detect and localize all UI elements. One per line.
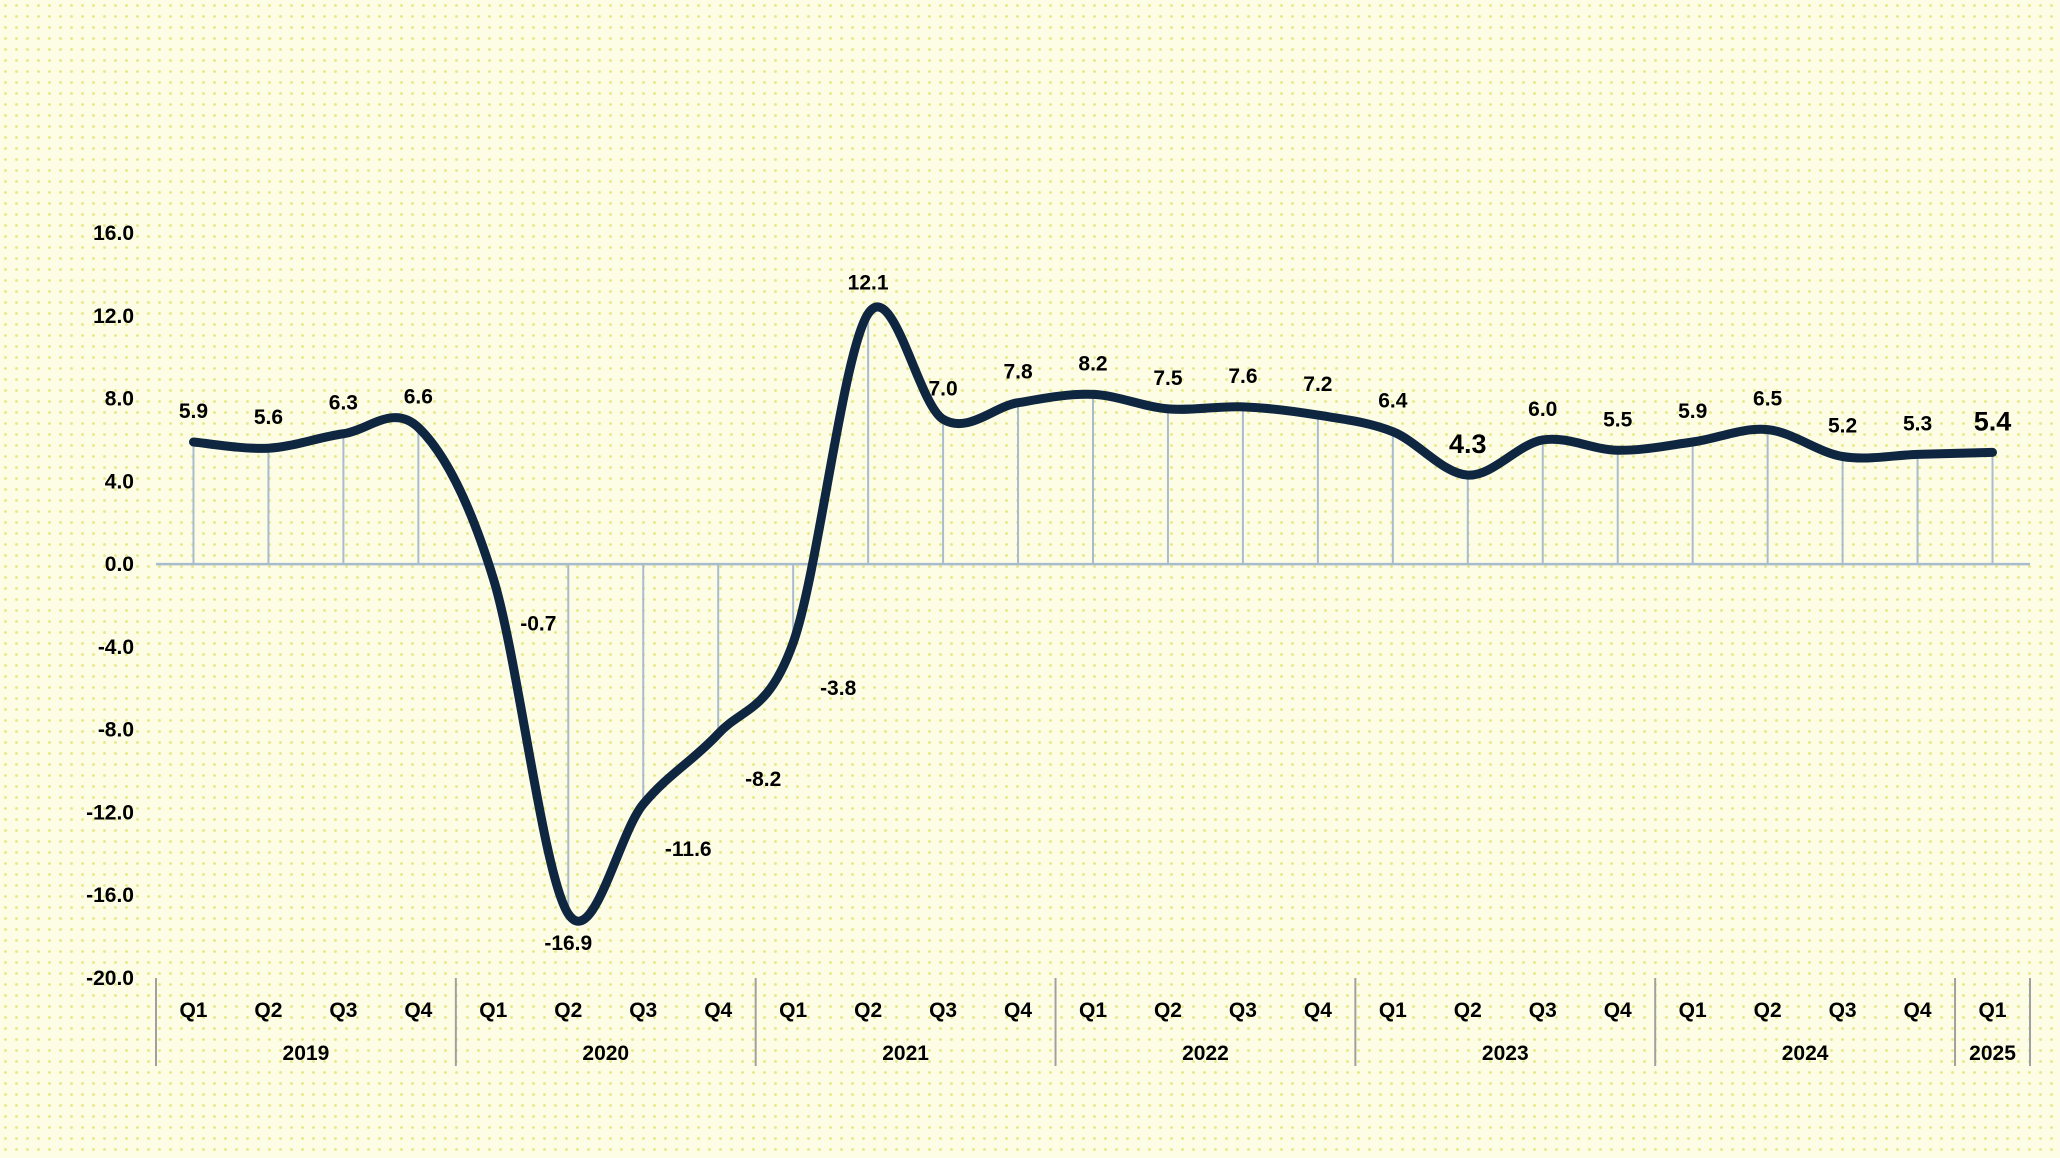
x-quarter-label: Q1 (1679, 999, 1707, 1022)
x-quarter-label: Q4 (404, 999, 432, 1022)
data-label: -8.2 (745, 768, 781, 791)
data-label: -11.6 (665, 838, 712, 861)
y-tick-label: -20.0 (86, 967, 134, 990)
x-quarter-label: Q4 (1604, 999, 1632, 1022)
y-tick-label: 8.0 (105, 388, 134, 411)
data-label: 7.5 (1153, 367, 1183, 390)
data-label: 7.0 (928, 377, 957, 400)
x-year-label: 2019 (283, 1042, 330, 1065)
x-quarter-label: Q3 (329, 999, 357, 1022)
x-quarter-label: Q3 (1829, 999, 1857, 1022)
x-quarter-label: Q1 (479, 999, 507, 1022)
x-year-label: 2025 (1969, 1042, 2016, 1065)
data-labels: 5.9 5.6 6.3 6.6 -0.7 -16.9 -11.6 -8.2 -3.8 12.1 7.… (179, 272, 2011, 955)
data-label: 6.5 (1753, 388, 1783, 411)
series-line (188, 302, 1998, 926)
data-label: 5.2 (1828, 415, 1857, 438)
y-tick-label: -12.0 (86, 801, 134, 824)
y-tick-label: 4.0 (105, 470, 134, 493)
x-year-label: 2023 (1482, 1042, 1529, 1065)
data-label: 5.4 (1974, 406, 2012, 436)
x-quarter-label: Q1 (779, 999, 807, 1022)
x-quarter-label: Q2 (1754, 999, 1782, 1022)
data-label: 5.6 (254, 406, 283, 429)
x-axis: Q1 Q2 Q3 Q4 Q1 Q2 Q3 Q4 Q1 Q2 Q3 Q4 Q1 Q2 Q3 Q4 Q1 Q2 Q3 Q4… (155, 978, 2031, 1066)
x-year-label: 2020 (582, 1042, 629, 1065)
data-label: 7.8 (1003, 361, 1033, 384)
data-label: 6.6 (404, 386, 433, 409)
x-year-label: 2024 (1782, 1042, 1829, 1065)
data-label: 5.9 (1678, 400, 1707, 423)
data-label: 6.0 (1528, 398, 1557, 421)
data-label: -3.8 (820, 677, 857, 700)
data-label: 7.6 (1228, 365, 1257, 388)
x-quarter-label: Q2 (854, 999, 882, 1022)
x-quarter-label: Q2 (554, 999, 582, 1022)
x-quarter-label: Q1 (1979, 999, 2007, 1022)
x-year-label: 2021 (882, 1042, 929, 1065)
x-year-label: 2022 (1182, 1042, 1229, 1065)
x-quarter-label: Q1 (179, 999, 207, 1022)
y-tick-label: -4.0 (98, 636, 134, 659)
y-tick-label: -8.0 (98, 719, 134, 742)
y-axis: 16.0 12.0 8.0 4.0 0.0 -4.0 -8.0 -12.0 -16.0 -20.0 (86, 222, 134, 990)
x-quarter-label: Q3 (1229, 999, 1257, 1022)
data-label: -0.7 (520, 613, 556, 636)
data-label: 7.2 (1303, 373, 1332, 396)
data-label: 5.9 (179, 400, 208, 423)
data-label: -16.9 (544, 932, 592, 955)
data-label: 6.3 (329, 392, 358, 415)
y-tick-label: 16.0 (93, 222, 134, 245)
x-quarter-label: Q2 (1154, 999, 1182, 1022)
x-quarter-label: Q4 (1304, 999, 1332, 1022)
data-label: 5.3 (1903, 412, 1932, 435)
data-label: 6.4 (1378, 390, 1408, 413)
x-quarter-label: Q4 (1904, 999, 1932, 1022)
y-tick-label: 0.0 (105, 553, 134, 576)
data-label: 12.1 (848, 272, 889, 295)
x-quarter-label: Q1 (1379, 999, 1407, 1022)
y-tick-label: 12.0 (93, 305, 134, 328)
x-quarter-label: Q3 (629, 999, 657, 1022)
x-quarter-label: Q3 (1529, 999, 1557, 1022)
x-quarter-label: Q1 (1079, 999, 1107, 1022)
x-quarter-label: Q4 (704, 999, 732, 1022)
y-tick-label: -16.0 (86, 884, 134, 907)
data-label: 5.5 (1603, 408, 1633, 431)
data-label: 4.3 (1449, 429, 1487, 459)
x-quarter-label: Q4 (1004, 999, 1032, 1022)
x-quarter-label: Q3 (929, 999, 957, 1022)
x-quarter-label: Q2 (254, 999, 282, 1022)
x-quarter-label: Q2 (1454, 999, 1482, 1022)
drop-lines (192, 313, 1994, 914)
data-label: 8.2 (1078, 352, 1107, 375)
